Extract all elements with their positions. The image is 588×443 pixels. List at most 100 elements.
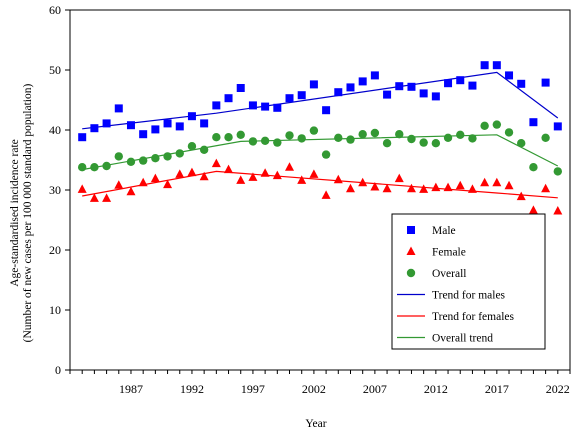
plot-area [77, 61, 563, 215]
legend-box [391, 213, 546, 350]
x-tick-label: 1992 [180, 382, 204, 396]
data-point-triangle [443, 182, 453, 192]
data-point-circle [529, 163, 538, 172]
y-tick-label: 50 [49, 63, 61, 77]
legend-label: Trend for females [432, 311, 514, 323]
axes: 0 10 20 30 40 50 60 1987 1992 1997 2002 2007 2012 201… [49, 3, 571, 396]
data-point-square [492, 61, 501, 70]
data-point-circle [151, 154, 160, 163]
x-axis-title: Year [305, 418, 326, 430]
data-point-triangle [150, 173, 160, 183]
x-tick-label: 2002 [302, 382, 326, 396]
data-point-triangle [224, 164, 234, 174]
data-point-circle [273, 138, 282, 147]
legend-label: Overall [432, 268, 466, 280]
data-point-triangle [102, 193, 112, 202]
data-point-circle [553, 167, 563, 176]
data-point-square [126, 121, 135, 130]
data-point-square [297, 91, 306, 100]
legend-marker-square [407, 226, 415, 234]
data-point-triangle [419, 184, 429, 193]
data-point-circle [395, 130, 404, 139]
data-point-square [529, 118, 538, 127]
data-point-triangle [358, 177, 368, 187]
data-point-square [553, 122, 562, 131]
x-tick-label: 2012 [424, 382, 448, 396]
data-point-circle [334, 133, 343, 142]
data-point-square [468, 81, 477, 90]
data-point-square [285, 94, 294, 103]
data-point-circle [419, 138, 428, 147]
data-point-triangle [321, 190, 331, 199]
data-point-circle [187, 142, 197, 151]
trend-line-3 [82, 71, 559, 130]
data-point-triangle [126, 186, 136, 196]
data-point-square [505, 71, 514, 80]
data-point-triangle [138, 177, 148, 187]
y-tick-label: 40 [49, 123, 61, 137]
data-point-square [78, 133, 87, 142]
data-point-triangle [114, 180, 124, 189]
data-point-square [346, 83, 355, 92]
data-point-circle [468, 134, 477, 143]
data-point-triangle [492, 177, 502, 187]
data-point-square [407, 82, 416, 91]
data-point-square [358, 77, 367, 86]
data-point-square [163, 119, 172, 128]
data-point-square [309, 80, 318, 89]
data-point-triangle [285, 162, 295, 171]
data-point-triangle [504, 180, 514, 190]
data-point-square [90, 124, 99, 133]
data-point-circle [102, 161, 111, 171]
data-point-square [187, 112, 196, 121]
legend-label: Male [432, 225, 456, 237]
y-tick-label: 10 [49, 303, 61, 317]
data-point-circle [260, 136, 270, 145]
data-point-circle [114, 152, 123, 161]
data-point-circle [138, 156, 148, 165]
data-point-square [419, 89, 428, 98]
trend-line-5 [82, 134, 559, 171]
legend-marker-triangle [406, 246, 416, 255]
data-point-circle [224, 133, 233, 142]
data-point-circle [346, 135, 355, 144]
data-point-circle [297, 134, 306, 143]
data-point-square [139, 130, 148, 139]
data-point-circle [407, 134, 416, 144]
data-point-square [395, 82, 404, 91]
data-point-circle [492, 120, 502, 129]
data-point-triangle [248, 172, 258, 181]
data-point-circle [126, 157, 136, 166]
data-point-circle [431, 139, 441, 148]
y-axis-title-line-1: Age-standardised incidence rate [9, 139, 21, 287]
data-point-circle [236, 130, 245, 139]
data-point-triangle [89, 193, 99, 202]
legend-marker-circle [406, 268, 416, 278]
x-tick-label: 2007 [363, 382, 387, 396]
data-point-triangle [236, 175, 246, 184]
data-point-triangle [431, 182, 441, 192]
legend: Male Female Overall Trend for males Trend fo… [391, 213, 546, 350]
y-tick-label: 60 [49, 3, 61, 17]
y-axis-title-line-2: (Number of new cases per 100 000 standar… [22, 83, 34, 342]
data-point-square [102, 119, 111, 128]
data-point-square [334, 88, 343, 97]
y-tick-label: 20 [49, 243, 61, 257]
x-tick-label: 1997 [241, 382, 265, 396]
data-point-circle [285, 131, 294, 140]
data-point-square [236, 84, 245, 92]
data-point-triangle [309, 169, 319, 178]
data-point-triangle [394, 173, 404, 183]
data-point-triangle [382, 183, 392, 193]
data-point-circle [480, 121, 489, 130]
legend-label: Overall trend [432, 333, 493, 345]
data-point-square [175, 122, 184, 131]
data-point-triangle [187, 167, 197, 177]
data-point-square [444, 79, 453, 88]
data-point-triangle [77, 184, 87, 193]
legend-label: Female [432, 247, 466, 259]
data-point-square [248, 101, 257, 110]
trend-line-4 [82, 170, 558, 199]
